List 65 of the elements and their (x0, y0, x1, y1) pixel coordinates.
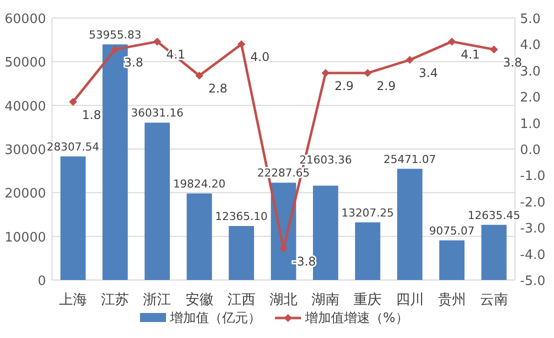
data-label: 4.0 (250, 50, 270, 64)
data-label: 1.8 (82, 108, 102, 122)
y-tick-label: 0 (38, 274, 46, 289)
data-label: 12635.45 (468, 208, 520, 222)
y2-tick-label: -4.0 (520, 248, 546, 263)
y-tick-label: 40000 (4, 99, 46, 114)
data-label: 2.8 (208, 82, 228, 96)
x-tick-label: 安徽 (185, 292, 214, 308)
data-label: 4.1 (460, 48, 480, 62)
y-tick-label: 30000 (4, 143, 46, 158)
data-label: 12365.10 (215, 210, 268, 224)
y2-tick-label: 0.0 (520, 143, 541, 158)
y2-tick-label: 3.0 (520, 64, 541, 80)
y2-tick-label: -5.0 (520, 274, 546, 289)
x-tick-label: 江苏 (101, 292, 130, 308)
data-label: 3.4 (418, 66, 438, 80)
bar (481, 224, 507, 280)
data-label: 28307.54 (46, 140, 100, 154)
data-label: 13207.25 (341, 206, 394, 220)
y2-tick-label: 2.0 (520, 90, 541, 106)
bar (355, 222, 380, 280)
x-tick-label: 贵州 (438, 292, 466, 308)
point (111, 45, 120, 54)
point (195, 72, 204, 80)
x-tick-label: 湖北 (270, 292, 298, 308)
data-label: 2.9 (376, 79, 396, 94)
point (237, 40, 246, 48)
y2-tick-label: 5.0 (520, 12, 541, 27)
data-label: 25471.07 (384, 152, 436, 166)
bar (228, 226, 254, 280)
point (69, 98, 78, 106)
x-tick-label: 湖南 (312, 292, 340, 308)
y2-tick-label: 1.0 (520, 116, 541, 132)
x-tick-label: 四川 (396, 292, 424, 308)
bar (144, 122, 170, 280)
x-tick-label: 云南 (480, 292, 508, 308)
x-tick-label: 重庆 (354, 292, 382, 308)
data-label: 19824.20 (173, 177, 226, 190)
y-tick-label: 10000 (4, 230, 46, 246)
point (448, 38, 456, 46)
y2-tick-label: -2.0 (520, 195, 546, 210)
point (153, 38, 162, 46)
data-label: 9075.07 (429, 224, 475, 238)
data-label: 3.8 (502, 55, 522, 70)
legend-label: 增加值（亿元） (169, 311, 261, 326)
data-label: 53955.83 (88, 28, 142, 42)
bar (186, 193, 212, 280)
data-label: 36031.16 (130, 106, 184, 120)
y-tick-label: 50000 (4, 56, 46, 71)
data-label: 2.9 (334, 79, 354, 94)
x-tick-label: 江西 (227, 292, 256, 308)
y-tick-label: 20000 (4, 186, 46, 202)
y2-tick-label: -1.0 (520, 169, 546, 184)
legend-label: 增加值增速（%） (304, 311, 408, 326)
bar (60, 156, 86, 280)
y2-tick-label: 4.0 (520, 38, 541, 54)
point (406, 56, 414, 64)
point (490, 45, 498, 54)
x-tick-label: 上海 (59, 292, 88, 308)
bar (439, 240, 464, 280)
y2-tick-label: -3.0 (520, 222, 546, 237)
x-tick-label: 浙江 (143, 292, 172, 308)
y-tick-label: 60000 (4, 12, 46, 27)
point (364, 69, 372, 78)
bar (397, 168, 422, 280)
